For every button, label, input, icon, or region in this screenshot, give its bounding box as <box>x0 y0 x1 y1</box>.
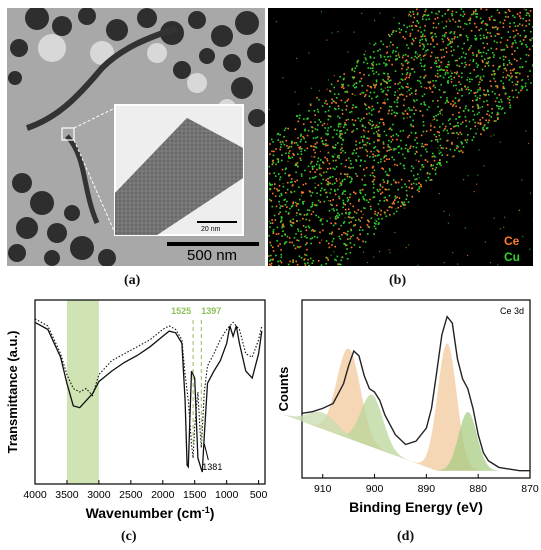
fit-component <box>276 411 370 447</box>
x-tick-label: 4000 <box>23 489 47 501</box>
x-tick-label: 880 <box>469 483 487 495</box>
x-tick-label: 900 <box>366 483 384 495</box>
fit-component <box>421 412 515 471</box>
annotation-arrow <box>203 443 209 461</box>
x-tick-label: 500 <box>250 489 268 501</box>
ftir-chart: 4000 3500 3000 2500 2000 1500 1000 500 1525 1397 1… <box>5 299 268 521</box>
x-axis-label: Binding Energy (eV) <box>349 499 483 515</box>
x-tick-label: 870 <box>521 483 539 495</box>
x-tick-label: 910 <box>314 483 332 495</box>
x-tick-label: 2000 <box>151 489 175 501</box>
x-tick-label: 1500 <box>183 489 207 501</box>
tem-image <box>7 8 265 266</box>
caption-a: (a) <box>124 273 141 288</box>
annotation-label: 1381 <box>202 462 222 472</box>
x-tick-label: 2500 <box>119 489 143 501</box>
x-tick-label: 3500 <box>55 489 79 501</box>
eds-map <box>268 8 533 266</box>
x-axis-label: Wavenumber (cm-1) <box>86 505 215 521</box>
series-solid <box>34 321 263 473</box>
y-axis-label: Counts <box>276 367 291 412</box>
selection-box <box>61 127 75 141</box>
xps-chart: 910 900 890 880 870 Ce 3d Counts Binding Energy… <box>276 299 539 515</box>
caption-d: (d) <box>397 529 415 544</box>
x-tick-label: 1000 <box>215 489 239 501</box>
annotation-label: 1525 <box>171 306 191 316</box>
fit-component <box>325 394 419 465</box>
plot-frame <box>301 299 531 479</box>
x-tick-label: 890 <box>418 483 436 495</box>
caption-c: (c) <box>121 529 137 544</box>
legend-ce: Ce <box>504 234 520 248</box>
x-tick-label: 3000 <box>87 489 111 501</box>
panel-label: Ce 3d <box>500 306 524 316</box>
plot-frame <box>34 299 266 485</box>
spectrum-line <box>301 315 530 472</box>
legend-cu: Cu <box>504 250 520 264</box>
caption-b: (b) <box>389 273 407 288</box>
annotation-label: 1397 <box>201 306 221 316</box>
y-axis-label: Transmittance (a.u.) <box>5 331 20 454</box>
main-scale-label: 500 nm <box>187 247 238 264</box>
fit-component <box>400 343 494 471</box>
inset-scale-label: 20 nm <box>201 226 221 233</box>
inset-nanotube <box>115 118 243 235</box>
